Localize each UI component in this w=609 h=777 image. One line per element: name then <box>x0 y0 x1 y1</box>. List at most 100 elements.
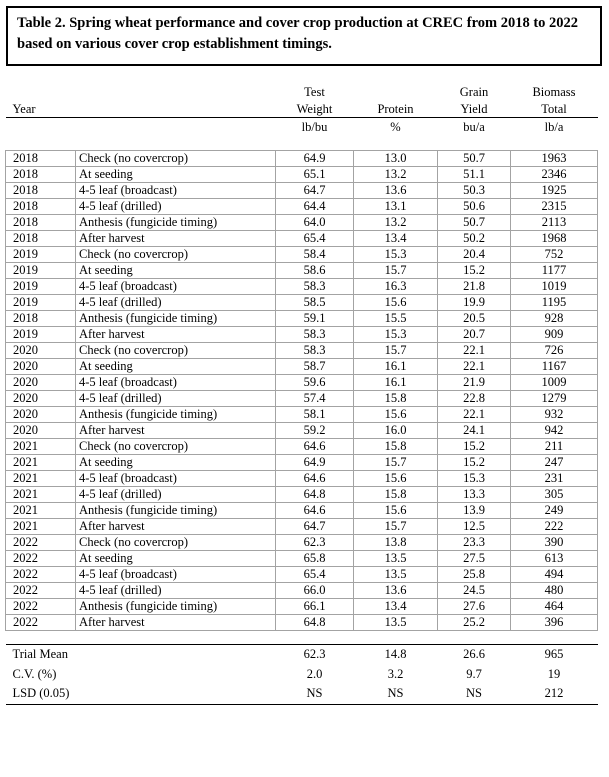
test-weight-cell: 59.1 <box>275 310 354 327</box>
grain-yield-cell: 21.8 <box>437 278 511 295</box>
summary-row: Trial Mean 62.3 14.8 26.6 965 <box>5 644 598 665</box>
biomass-cell: 1167 <box>510 358 598 375</box>
grain-yield-cell: 13.9 <box>437 502 511 519</box>
test-weight-cell: 58.7 <box>275 358 354 375</box>
biomass-cell: 247 <box>510 454 598 471</box>
biomass-cell: 1177 <box>510 262 598 279</box>
treatment-cell: Anthesis (fungicide timing) <box>75 214 276 231</box>
treatment-cell: Check (no covercrop) <box>75 438 276 455</box>
treatment-cell: Anthesis (fungicide timing) <box>75 598 276 615</box>
grain-yield-cell: 50.6 <box>437 198 511 215</box>
unit-grain-yield: bu/a <box>463 120 485 134</box>
year-cell: 2020 <box>5 406 76 423</box>
biomass-cell: 464 <box>510 598 598 615</box>
table-row: 2019 4-5 leaf (drilled) 58.5 15.6 19.9 1… <box>5 294 598 311</box>
grain-yield-cell: 22.1 <box>437 342 511 359</box>
table-row: 2022 4-5 leaf (drilled) 66.0 13.6 24.5 4… <box>5 582 598 599</box>
header-spacer <box>6 83 76 100</box>
summary-biomass-cell: 965 <box>510 644 598 665</box>
summary-test-weight-cell: NS <box>275 684 354 705</box>
biomass-cell: 1195 <box>510 294 598 311</box>
table-row: 2019 Check (no covercrop) 58.4 15.3 20.4… <box>5 246 598 263</box>
table-row: 2021 After harvest 64.7 15.7 12.5 222 <box>5 518 598 535</box>
table-row: 2022 4-5 leaf (broadcast) 65.4 13.5 25.8… <box>5 566 598 583</box>
table-header: Test Grain Biomass Year Weight Protein Y… <box>5 83 598 151</box>
test-weight-cell: 64.9 <box>275 454 354 471</box>
test-weight-cell: 64.9 <box>275 150 354 167</box>
treatment-cell: Check (no covercrop) <box>75 534 276 551</box>
protein-cell: 13.5 <box>353 550 438 567</box>
summary-rows: Trial Mean 62.3 14.8 26.6 965 C.V. (%) 2… <box>5 644 598 705</box>
year-cell: 2019 <box>5 278 76 295</box>
test-weight-cell: 59.6 <box>275 374 354 391</box>
treatment-cell: Check (no covercrop) <box>75 150 276 167</box>
unit-protein: % <box>390 120 401 134</box>
treatment-cell: At seeding <box>75 454 276 471</box>
biomass-cell: 305 <box>510 486 598 503</box>
biomass-cell: 494 <box>510 566 598 583</box>
protein-cell: 13.1 <box>353 198 438 215</box>
test-weight-cell: 58.4 <box>275 246 354 263</box>
table-row: 2020 4-5 leaf (broadcast) 59.6 16.1 21.9… <box>5 374 598 391</box>
table-row: 2019 4-5 leaf (broadcast) 58.3 16.3 21.8… <box>5 278 598 295</box>
summary-row: C.V. (%) 2.0 3.2 9.7 19 <box>6 665 598 685</box>
header-spacer <box>75 100 276 118</box>
test-weight-cell: 64.8 <box>275 486 354 503</box>
protein-cell: 16.1 <box>353 358 438 375</box>
biomass-cell: 211 <box>510 438 598 455</box>
treatment-cell: After harvest <box>75 326 276 343</box>
treatment-cell: Anthesis (fungicide timing) <box>75 406 276 423</box>
year-cell: 2018 <box>5 310 76 327</box>
table-row: 2018 At seeding 65.1 13.2 51.1 2346 <box>5 166 598 183</box>
summary-biomass-cell: 19 <box>547 666 561 681</box>
summary-label-cell: C.V. (%) <box>12 666 57 681</box>
table-row: 2022 At seeding 65.8 13.5 27.5 613 <box>5 550 598 567</box>
biomass-cell: 231 <box>510 470 598 487</box>
treatment-cell: At seeding <box>75 550 276 567</box>
year-cell: 2021 <box>5 470 76 487</box>
biomass-cell: 1925 <box>510 182 598 199</box>
biomass-cell: 1968 <box>510 230 598 247</box>
year-cell: 2018 <box>5 198 76 215</box>
treatment-cell: 4-5 leaf (drilled) <box>75 486 276 503</box>
grain-yield-cell: 50.3 <box>437 182 511 199</box>
protein-cell: 13.2 <box>353 214 438 231</box>
protein-cell: 15.6 <box>353 294 438 311</box>
year-cell: 2020 <box>5 390 76 407</box>
grain-yield-cell: 15.2 <box>437 454 511 471</box>
test-weight-cell: 66.0 <box>275 582 354 599</box>
header-weight: Weight <box>275 100 354 118</box>
treatment-cell: 4-5 leaf (drilled) <box>75 390 276 407</box>
biomass-cell: 2113 <box>510 214 598 231</box>
test-weight-cell: 64.7 <box>275 518 354 535</box>
grain-yield-cell: 50.7 <box>437 214 511 231</box>
biomass-cell: 480 <box>510 582 598 599</box>
unit-biomass: lb/a <box>544 120 564 134</box>
grain-yield-cell: 20.7 <box>437 326 511 343</box>
biomass-cell: 942 <box>510 422 598 439</box>
grain-yield-cell: 23.3 <box>437 534 511 551</box>
biomass-cell: 1019 <box>510 278 598 295</box>
protein-cell: 13.4 <box>353 230 438 247</box>
table-row: 2020 At seeding 58.7 16.1 22.1 1167 <box>5 358 598 375</box>
biomass-cell: 396 <box>510 614 598 631</box>
treatment-cell: 4-5 leaf (broadcast) <box>75 182 276 199</box>
treatment-cell: After harvest <box>75 614 276 631</box>
table-row: 2022 After harvest 64.8 13.5 25.2 396 <box>5 614 598 631</box>
summary-gap <box>6 631 598 645</box>
table-row: 2019 After harvest 58.3 15.3 20.7 909 <box>5 326 598 343</box>
protein-cell: 13.5 <box>353 614 438 631</box>
protein-cell: 15.3 <box>353 246 438 263</box>
year-cell: 2020 <box>5 342 76 359</box>
protein-cell: 15.8 <box>353 390 438 407</box>
year-cell: 2022 <box>5 582 76 599</box>
test-weight-cell: 65.4 <box>275 230 354 247</box>
biomass-cell: 726 <box>510 342 598 359</box>
test-weight-cell: 64.6 <box>275 502 354 519</box>
test-weight-cell: 62.3 <box>275 534 354 551</box>
protein-cell: 13.6 <box>353 182 438 199</box>
header-spacer <box>6 118 76 138</box>
header-gap <box>6 137 598 151</box>
protein-cell: 15.7 <box>353 454 438 471</box>
protein-cell: 15.8 <box>353 438 438 455</box>
